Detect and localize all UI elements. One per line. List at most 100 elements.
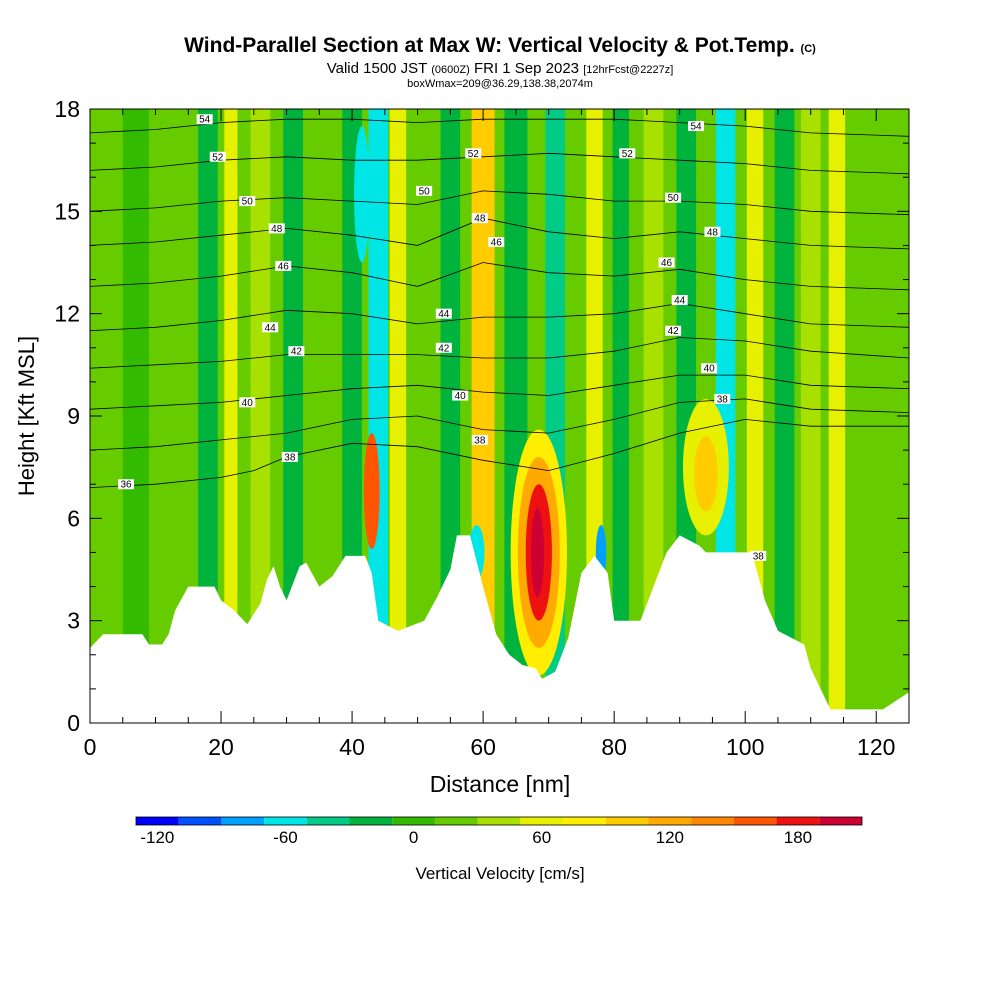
contour-label-box <box>239 397 256 408</box>
contour-label-box <box>452 390 469 401</box>
colorbar-swatch <box>434 817 478 825</box>
colorbar-swatch <box>605 817 649 825</box>
x-tick-label: 20 <box>208 734 234 760</box>
chart-title: Wind-Parallel Section at Max W: Vertical… <box>184 34 816 57</box>
contour-label-text: 44 <box>438 309 450 320</box>
contour-label-box <box>209 151 226 162</box>
contour-label-text: 38 <box>717 394 729 405</box>
y-tick-label: 9 <box>67 403 80 429</box>
contour-label: 40 <box>452 390 469 402</box>
colorbar-swatch <box>819 817 862 825</box>
contour-label-text: 46 <box>491 238 503 249</box>
contour-label: 52 <box>619 148 636 160</box>
w-cell <box>354 126 370 263</box>
x-tick-label: 100 <box>726 734 764 760</box>
contour-label-box <box>671 295 688 306</box>
contour-label: 50 <box>416 185 433 197</box>
x-tick-label: 60 <box>470 734 496 760</box>
contour-label: 46 <box>658 257 675 269</box>
theta-contour <box>90 374 909 410</box>
w-cell <box>530 508 545 597</box>
contour-label-box <box>435 342 452 353</box>
w-band <box>93 109 113 723</box>
colorbar-label: Vertical Velocity [cm/s] <box>415 864 585 883</box>
contour-label: 36 <box>118 479 135 491</box>
contour-label-text: 40 <box>704 364 716 375</box>
contour-label-text: 36 <box>120 480 132 491</box>
contour-label: 50 <box>239 196 256 208</box>
contour-label-box <box>435 308 452 319</box>
contour-label-box <box>665 192 682 203</box>
x-axis-label: Distance [nm] <box>430 771 571 797</box>
contour-label-box <box>196 114 213 125</box>
theta-contour <box>90 418 909 488</box>
contour-label-text: 42 <box>438 343 450 354</box>
contour-label-text: 54 <box>199 115 211 126</box>
w-band <box>643 109 664 723</box>
colorbar-swatch <box>520 817 564 825</box>
contour-label-text: 40 <box>242 398 254 409</box>
colorbar-swatch <box>349 817 393 825</box>
contour-label: 42 <box>435 342 452 354</box>
contour-label-box <box>281 451 298 462</box>
contour-label-box <box>275 260 292 271</box>
contour-label-text: 38 <box>474 435 486 446</box>
contour-label: 40 <box>239 397 256 409</box>
theta-contour <box>90 190 909 216</box>
contour-label-text: 48 <box>271 224 283 235</box>
contour-label-text: 48 <box>474 214 486 225</box>
contour-label-box <box>488 237 505 248</box>
contour-label: 38 <box>471 434 488 446</box>
w-band <box>866 109 887 723</box>
contour-label: 52 <box>465 148 482 160</box>
w-band <box>389 109 407 723</box>
contour-label: 44 <box>671 295 688 307</box>
colorbar-tick-label: 120 <box>656 828 684 847</box>
contour-label-text: 44 <box>265 323 277 334</box>
contour-label-text: 38 <box>284 452 296 463</box>
contour-label-text: 50 <box>242 197 254 208</box>
contour-label: 46 <box>275 260 292 272</box>
contour-label: 42 <box>665 325 682 337</box>
w-band <box>828 109 846 723</box>
terrain-mask <box>90 535 909 723</box>
contour-label-text: 54 <box>690 122 702 133</box>
contour-label-text: 50 <box>419 186 431 197</box>
y-tick-label: 0 <box>67 710 80 736</box>
theta-contour <box>90 398 909 451</box>
colorbar-tick-label: -120 <box>140 828 174 847</box>
contour-label-box <box>701 363 718 374</box>
y-axis-label: Height [Kft MSL] <box>14 336 39 496</box>
terrain-shape <box>90 535 909 723</box>
contour-label-box <box>268 223 285 234</box>
colorbar-swatch <box>776 817 820 825</box>
contour-label-box <box>262 322 279 333</box>
valid-time: Valid 1500 JST (0600Z) FRI 1 Sep 2023 [1… <box>326 60 674 77</box>
title-block: Wind-Parallel Section at Max W: Vertical… <box>0 34 1000 90</box>
colorbar-swatch <box>221 817 265 825</box>
colorbar-frame <box>135 816 863 826</box>
theta-contour <box>90 302 909 332</box>
w-band <box>774 109 795 723</box>
contour-label-text: 52 <box>468 149 480 160</box>
contour-label-box <box>714 393 731 404</box>
w-band <box>224 109 238 723</box>
theta-contour <box>90 262 909 291</box>
colorbar-swatch <box>306 817 350 825</box>
y-tick-label: 18 <box>54 96 80 122</box>
contour-label-text: 46 <box>278 261 290 272</box>
contour-label-text: 42 <box>668 326 680 337</box>
w-band <box>122 109 149 723</box>
colorbar-swatch <box>136 817 179 825</box>
y-tick-label: 12 <box>54 301 80 327</box>
contour-label: 54 <box>196 114 213 126</box>
contour-label: 44 <box>435 308 452 320</box>
contour-label-text: 50 <box>668 193 680 204</box>
w-cell <box>694 436 718 512</box>
contour-label-box <box>688 121 705 132</box>
contour-label-text: 44 <box>674 296 686 307</box>
contour-labels: 54 52 50 48 46 44 42 40 38 36 52 50 48 46 44 42 40 38 52 54… <box>118 114 767 562</box>
x-tick-label: 0 <box>84 734 97 760</box>
